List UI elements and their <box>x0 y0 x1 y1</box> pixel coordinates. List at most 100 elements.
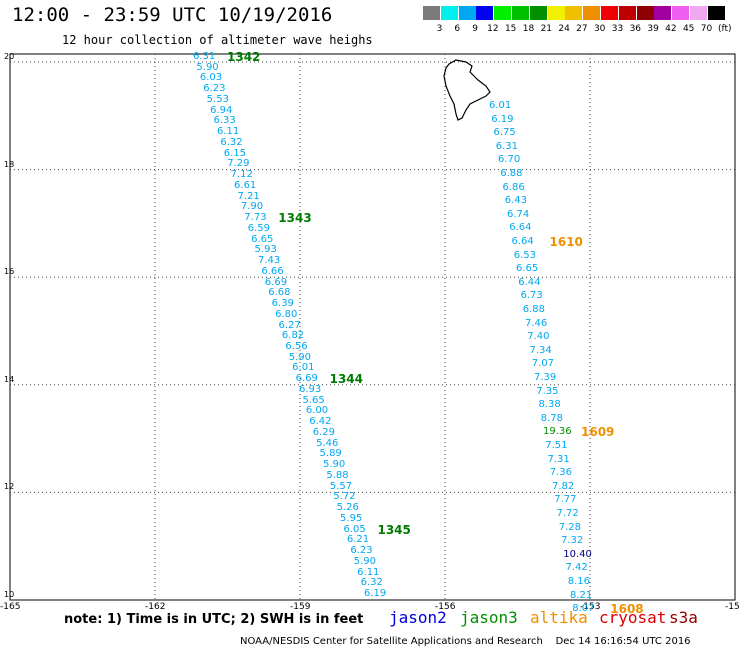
swh-value: 6.00 <box>305 405 329 417</box>
swh-value: 5.93 <box>254 244 277 256</box>
legend-label: 18 <box>522 24 535 34</box>
lat-tick-label: 14 <box>4 374 15 384</box>
swh-value: 7.46 <box>525 317 548 329</box>
swh-value: 6.42 <box>309 416 332 428</box>
swh-value: 6.59 <box>247 222 270 234</box>
lat-tick-label: 12 <box>4 482 15 492</box>
lat-tick-label: 10 <box>4 590 15 599</box>
legend-swatch <box>618 6 636 20</box>
swh-value: 6.39 <box>271 298 294 310</box>
swh-value: 6.15 <box>223 147 247 159</box>
swh-value: 6.86 <box>502 181 525 193</box>
swh-value: 8.16 <box>567 576 591 587</box>
pass-time: 1609 <box>581 425 615 440</box>
swh-value: 6.05 <box>343 523 366 535</box>
legend-swatch <box>583 6 601 20</box>
satellite-label: altika <box>530 608 588 627</box>
legend-swatch <box>690 6 707 20</box>
legend-unit: (ft) <box>718 24 732 34</box>
legend-swatch <box>672 6 690 20</box>
swh-value: 6.01 <box>292 362 315 374</box>
lon-tick-label: -159 <box>290 602 311 612</box>
pass-time: 1344 <box>329 372 363 387</box>
legend-label: 39 <box>647 24 659 34</box>
legend-swatch <box>423 6 440 20</box>
swh-value: 6.33 <box>213 115 236 127</box>
swh-value: 5.46 <box>316 437 339 449</box>
lat-tick-label: 20 <box>4 52 15 61</box>
swh-value: 5.89 <box>319 448 342 460</box>
swh-value: 7.36 <box>549 467 573 479</box>
swh-value: 7.21 <box>237 190 260 202</box>
legend-label: 12 <box>487 24 499 34</box>
pass-time: 1345 <box>377 522 411 537</box>
swh-value: 5.72 <box>333 491 356 503</box>
swh-value: 6.31 <box>495 140 519 152</box>
legend-label: 24 <box>558 24 570 34</box>
pass-time: 1343 <box>278 211 312 226</box>
lon-tick-label: -162 <box>145 602 166 612</box>
swh-value: 5.57 <box>329 480 353 492</box>
swh-value: 7.51 <box>545 440 568 451</box>
swh-value: 19.36 <box>543 426 572 438</box>
swh-value: 5.88 <box>326 469 349 481</box>
footnote: note: 1) Time is in UTC; 2) SWH is in fe… <box>64 612 364 627</box>
legend-label: 6 <box>454 24 461 34</box>
swh-value: 6.88 <box>522 304 546 315</box>
swh-value: 7.35 <box>536 385 559 397</box>
swh-value: 6.64 <box>511 236 534 247</box>
swh-value: 7.90 <box>240 201 264 213</box>
swh-value: 6.69 <box>264 276 288 288</box>
swh-value: 6.32 <box>360 577 383 589</box>
swh-value: 7.12 <box>230 169 253 181</box>
swh-value: 6.19 <box>491 113 514 125</box>
swh-value: 6.93 <box>299 383 322 395</box>
swh-value: 6.19 <box>364 588 387 599</box>
swh-value: 6.29 <box>312 426 335 438</box>
map-frame <box>9 53 736 601</box>
legend-label: 70 <box>700 24 713 34</box>
legend-swatch <box>529 6 547 20</box>
legend-swatch <box>458 6 476 20</box>
swh-value: 7.07 <box>531 358 555 370</box>
swh-value: 6.88 <box>500 168 523 179</box>
swh-value: 6.73 <box>520 290 543 302</box>
swh-value: 6.74 <box>507 208 530 220</box>
legend-label: 3 <box>436 24 443 34</box>
swh-value: 6.69 <box>295 373 318 385</box>
swh-value: 10.40 <box>563 548 592 560</box>
swh-value: 6.61 <box>234 179 257 191</box>
legend-swatch <box>707 6 725 20</box>
swh-value: 7.72 <box>556 508 579 519</box>
legend-label: 27 <box>576 24 588 34</box>
swh-value: 7.31 <box>547 453 570 465</box>
swh-value: 6.43 <box>504 195 528 207</box>
satellite-label: cryosat <box>599 608 667 627</box>
swh-value: 6.65 <box>516 263 539 275</box>
swh-value: 6.23 <box>203 83 226 95</box>
swh-value: 7.29 <box>227 158 250 170</box>
swh-value: 5.90 <box>288 351 312 363</box>
swh-value: 6.68 <box>268 287 291 299</box>
legend-swatch <box>476 6 494 20</box>
swh-value: 6.75 <box>493 127 516 139</box>
swh-value: 6.44 <box>518 276 541 288</box>
swh-value: 6.31 <box>193 51 216 62</box>
swh-value: 7.40 <box>527 331 550 343</box>
swh-value: 6.27 <box>278 319 301 331</box>
satellite-label: jason2 <box>389 608 447 627</box>
credit-line: NOAA/NESDIS Center for Satellite Applica… <box>240 636 691 647</box>
legend-label: 42 <box>665 24 677 34</box>
swh-value: 7.42 <box>565 562 588 574</box>
swh-value: 7.73 <box>244 212 267 224</box>
legend-swatch <box>440 6 458 20</box>
swh-value: 8.38 <box>538 399 561 411</box>
swh-value: 6.94 <box>210 104 233 116</box>
swh-value: 7.77 <box>554 494 577 506</box>
map-title: 12:00 - 23:59 UTC 10/19/2016 <box>12 4 333 26</box>
swh-value: 6.01 <box>489 100 512 111</box>
satellite-label: s3a <box>669 608 698 627</box>
swh-value: 7.28 <box>558 521 582 533</box>
swh-value: 5.95 <box>340 512 363 524</box>
swh-value: 6.03 <box>199 72 223 84</box>
